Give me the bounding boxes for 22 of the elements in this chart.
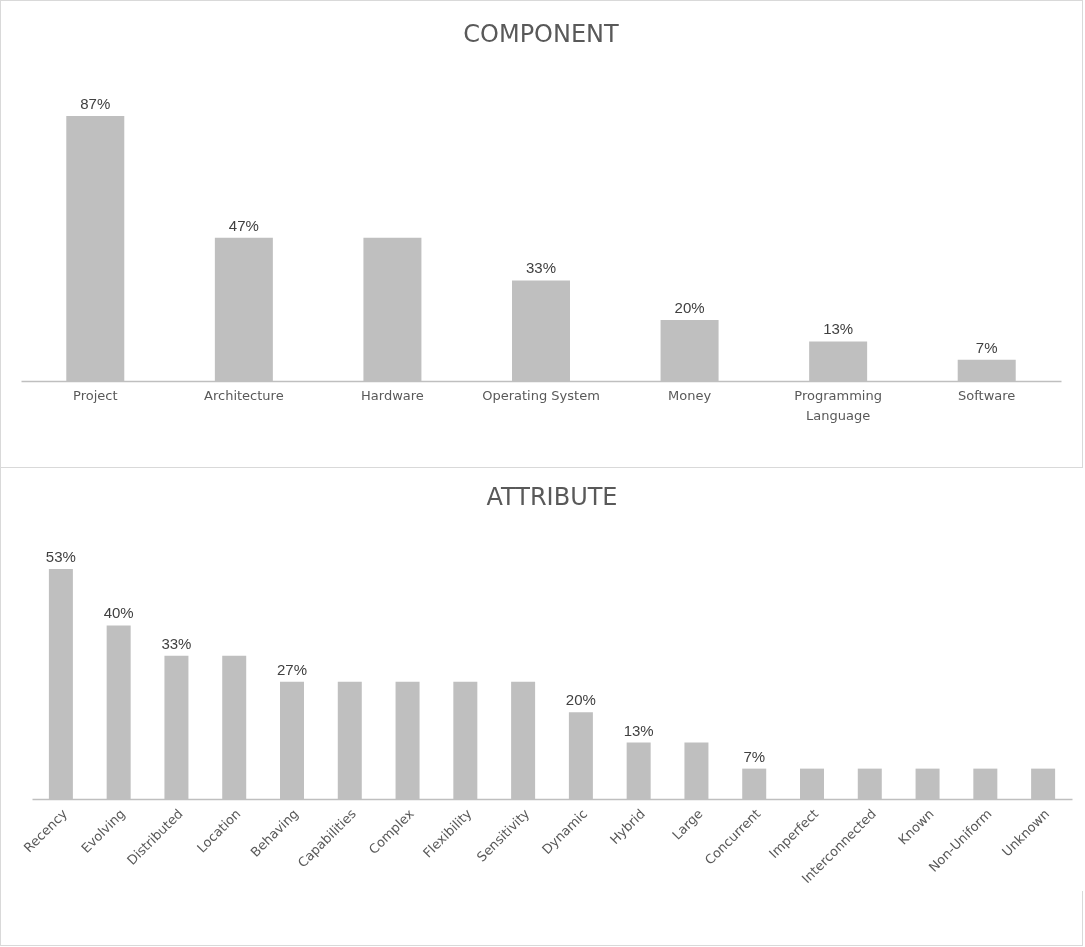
data-label: 7% xyxy=(975,338,998,356)
x-tick-label: Software xyxy=(958,387,1016,403)
data-label: 13% xyxy=(823,320,854,338)
data-label: 47% xyxy=(228,216,259,234)
data-label: 13% xyxy=(623,721,654,739)
chart-title: ATTRIBUTE xyxy=(486,483,618,511)
data-label: 27% xyxy=(276,660,308,678)
data-label: 33% xyxy=(161,634,192,652)
x-tick-label: Money xyxy=(668,387,712,403)
x-tick-label: Programming Language xyxy=(794,387,882,423)
data-label: 20% xyxy=(674,299,705,317)
data-label: 53% xyxy=(45,548,76,565)
data-label: 87% xyxy=(80,95,111,112)
x-tick-label: Operating System xyxy=(482,387,600,403)
x-tick-label: Project xyxy=(73,387,118,403)
x-tick-label: Hardware xyxy=(361,387,424,403)
data-label: 40% xyxy=(103,604,134,622)
data-label: 7% xyxy=(743,747,766,765)
x-tick-label: Architecture xyxy=(204,387,284,403)
data-label: 33% xyxy=(525,259,557,277)
data-label: 20% xyxy=(565,691,596,709)
chart-title: COMPONENT xyxy=(463,20,620,48)
